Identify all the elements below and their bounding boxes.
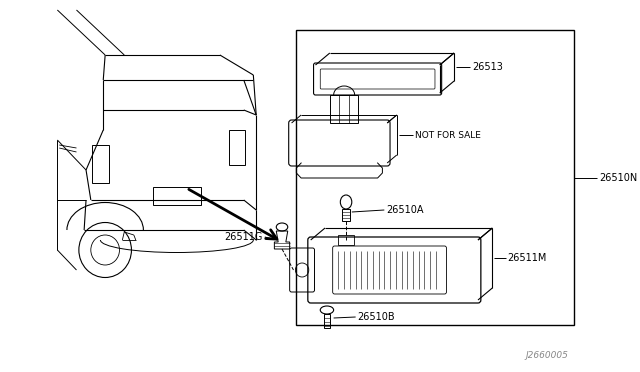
Text: 26513: 26513 [472,62,503,72]
Bar [324,314,330,328]
Text: 26510B: 26510B [358,312,395,322]
Text: 26511G: 26511G [225,232,263,242]
Bar [153,187,201,205]
Bar [342,209,350,221]
Text: J2660005: J2660005 [526,351,569,360]
Text: NOT FOR SALE: NOT FOR SALE [415,131,481,140]
Text: 26511M: 26511M [508,253,547,263]
Bar [92,145,109,183]
Bar [296,30,573,325]
Bar [339,235,354,245]
Text: 26510A: 26510A [386,205,424,215]
Text: 26510N: 26510N [600,173,637,183]
Bar [330,95,358,123]
Bar [229,130,244,165]
